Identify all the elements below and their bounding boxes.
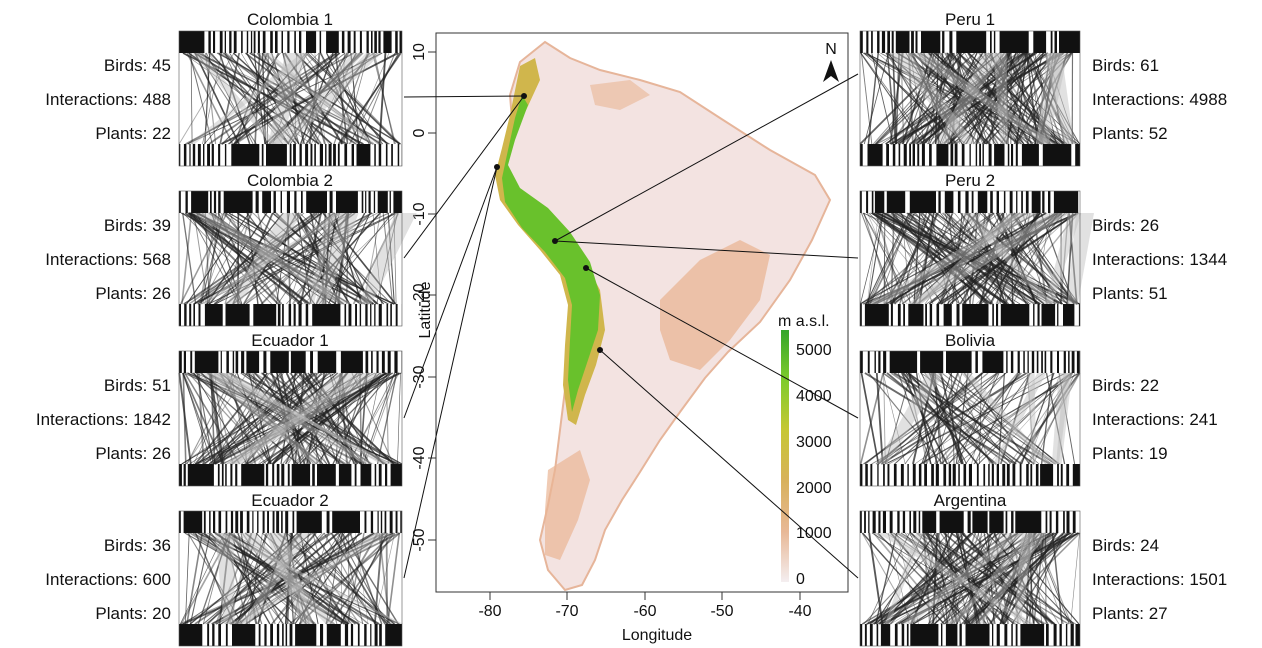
legend-title: m a.s.l. [778,313,830,330]
interactions-count: Interactions: 241 [1092,410,1218,429]
x-tick-label: -80 [478,603,501,620]
panel-title: Colombia 2 [247,171,333,190]
network-panel-peru-1: Peru 1 Birds: 61 Interactions: 4988 Plan… [859,10,1227,167]
network-graph [178,510,404,647]
y-axis-label: Latitude [417,281,434,338]
legend-tick: 5000 [796,342,832,359]
connector-lines [403,73,859,579]
interactions-count: Interactions: 1842 [36,410,171,429]
network-graph [859,510,1081,647]
legend-tick: 4000 [796,388,832,405]
network-panel-colombia-1: Colombia 1 Birds: 45 Interactions: 488 P… [45,10,403,167]
birds-count: Birds: 39 [104,216,171,235]
andes-high-shape [502,95,600,412]
site-markers [494,93,603,353]
network-graph [859,350,1081,487]
plants-count: Plants: 26 [95,444,171,463]
legend-colorbar [781,330,789,582]
network-graph [178,30,403,167]
legend-tick: 2000 [796,480,832,497]
panel-title: Ecuador 2 [251,491,329,510]
interactions-count: Interactions: 488 [45,90,171,109]
legend-tick: 0 [796,571,805,588]
x-axis-label: Longitude [622,627,692,644]
plants-count: Plants: 22 [95,124,171,143]
plants-count: Plants: 52 [1092,124,1168,143]
network-graph [178,190,417,327]
interactions-count: Interactions: 568 [45,250,171,269]
y-tick-label: -50 [411,528,428,551]
panel-title: Ecuador 1 [251,331,329,350]
birds-count: Birds: 26 [1092,216,1159,235]
panel-title: Peru 1 [945,10,995,29]
panel-title: Bolivia [945,331,996,350]
y-tick-label: -40 [411,446,428,469]
birds-count: Birds: 45 [104,56,171,75]
birds-count: Birds: 51 [104,376,171,395]
x-tick-label: -40 [788,603,811,620]
plants-count: Plants: 20 [95,604,171,623]
interactions-count: Interactions: 600 [45,570,171,589]
plants-count: Plants: 27 [1092,604,1168,623]
birds-count: Birds: 61 [1092,56,1159,75]
network-graph [859,30,1081,167]
network-panel-argentina: Argentina Birds: 24 Interactions: 1501 P… [859,491,1227,647]
y-tick-label: -20 [411,283,428,306]
plants-count: Plants: 26 [95,284,171,303]
interactions-count: Interactions: 1501 [1092,570,1227,589]
plants-count: Plants: 19 [1092,444,1168,463]
patagonia-shape [545,450,590,560]
network-panel-ecuador-2: Ecuador 2 Birds: 36 Interactions: 600 Pl… [45,491,404,647]
interactions-count: Interactions: 1344 [1092,250,1227,269]
guiana-highlands [590,80,650,110]
network-panel-colombia-2: Colombia 2 Birds: 39 Interactions: 568 P… [45,171,417,327]
birds-count: Birds: 22 [1092,376,1159,395]
panel-title: Peru 2 [945,171,995,190]
x-tick-label: -50 [710,603,733,620]
panel-title: Argentina [934,491,1007,510]
elevation-legend: m a.s.l. 5000 4000 3000 2000 1000 0 [778,313,832,588]
network-panel-peru-2: Peru 2 Birds: 26 Interactions: 1344 Plan… [859,171,1227,327]
legend-tick: 3000 [796,434,832,451]
map-frame [435,32,849,593]
interactions-count: Interactions: 4988 [1092,90,1227,109]
panel-title: Colombia 1 [247,10,333,29]
y-tick-label: -10 [411,202,428,225]
legend-tick: 1000 [796,525,832,542]
birds-count: Birds: 24 [1092,536,1159,555]
svg-text:N: N [825,41,837,58]
network-graph [859,190,1095,327]
network-graph [178,350,403,487]
network-panel-bolivia: Bolivia Birds: 22 Interactions: 241 Plan… [859,331,1218,487]
x-axis: -80 -70 -60 -50 -40 Longitude [478,592,812,644]
x-tick-label: -70 [555,603,578,620]
network-panel-ecuador-1: Ecuador 1 Birds: 51 Interactions: 1842 P… [36,331,403,487]
north-arrow-icon: N [823,41,839,82]
plants-count: Plants: 51 [1092,284,1168,303]
birds-count: Birds: 36 [104,536,171,555]
x-tick-label: -60 [633,603,656,620]
y-tick-label: 0 [411,128,428,137]
y-axis: 10 0 -10 -20 -30 -40 -50 Latitude [411,43,436,552]
map: -80 -70 -60 -50 -40 Longitude 10 0 -10 -… [411,32,849,644]
highlands-shape [660,240,770,370]
y-tick-label: 10 [411,43,428,61]
